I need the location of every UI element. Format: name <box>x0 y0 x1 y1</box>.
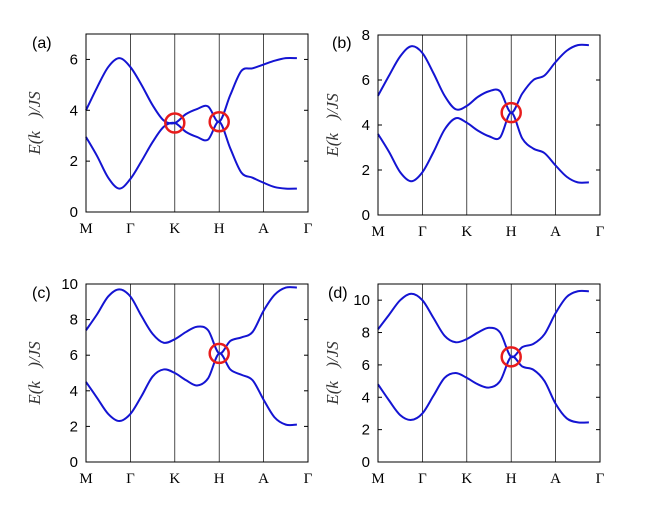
chart-panel-a: 0 2 4 6 M Γ K H A Γ E(k⃗)/JS (a) <box>25 33 313 237</box>
x-tick-label: Γ <box>126 471 135 487</box>
plot-frame <box>85 33 309 213</box>
y-tick-label: 4 <box>70 102 78 119</box>
x-tick-label: K <box>169 471 180 487</box>
y-tick-label: 0 <box>70 204 78 221</box>
y-tick-label: 4 <box>362 117 370 134</box>
x-tick-label: A <box>258 221 269 237</box>
y-axis-label: E(k⃗)/JS <box>323 93 342 158</box>
y-tick-label: 2 <box>362 162 370 179</box>
chart-panel-d: 0 2 4 6 8 10 M Γ K H A Γ E(k⃗)/JS (d) <box>323 283 605 487</box>
y-tick-label: 2 <box>70 418 78 435</box>
x-tick-label: Γ <box>596 224 605 240</box>
band-line-1 <box>85 56 297 125</box>
y-tick-label: 8 <box>362 27 370 44</box>
y-tick-label: 6 <box>70 347 78 364</box>
x-tick-label: A <box>550 224 561 240</box>
band-line-1 <box>85 286 297 355</box>
chart-panel-c: 0 2 4 6 8 10 M Γ K H A Γ E(k⃗)/JS (c) <box>25 276 313 487</box>
y-tick-label: 6 <box>362 72 370 89</box>
x-tick-label: H <box>214 471 225 487</box>
band-line-1 <box>377 43 589 114</box>
x-tick-label: Γ <box>304 221 313 237</box>
x-tick-label: K <box>461 224 472 240</box>
y-tick-label: 10 <box>61 276 78 293</box>
x-tick-label: H <box>506 471 517 487</box>
x-tick-label: H <box>214 221 225 237</box>
band-line-2 <box>85 352 297 427</box>
x-tick-label: Γ <box>126 221 135 237</box>
x-tick-label: M <box>79 471 92 487</box>
x-tick-label: K <box>169 221 180 237</box>
x-tick-label: A <box>258 471 269 487</box>
plot-frame <box>377 34 601 216</box>
y-tick-label: 2 <box>362 422 370 439</box>
band-line-1 <box>377 289 589 359</box>
band-line-2 <box>85 120 297 190</box>
y-tick-label: 2 <box>70 153 78 170</box>
x-tick-label: M <box>371 471 384 487</box>
band-line-2 <box>377 111 589 184</box>
y-tick-label: 8 <box>70 312 78 329</box>
crossing-marker <box>500 346 522 368</box>
y-axis-label: E(k⃗)/JS <box>25 341 44 406</box>
x-tick-label: Γ <box>304 471 313 487</box>
crossing-marker <box>208 110 230 133</box>
y-tick-label: 0 <box>362 454 370 471</box>
y-tick-label: 8 <box>362 325 370 342</box>
panel-label: (d) <box>328 285 348 302</box>
x-tick-label: K <box>461 471 472 487</box>
x-tick-label: Γ <box>418 471 427 487</box>
y-tick-label: 6 <box>362 357 370 374</box>
band-line-2 <box>377 355 589 424</box>
x-tick-label: A <box>550 471 561 487</box>
panel-label: (a) <box>32 35 52 52</box>
x-tick-label: Γ <box>596 471 605 487</box>
x-tick-label: H <box>506 224 517 240</box>
crossing-marker <box>164 112 186 134</box>
x-tick-label: Γ <box>418 224 427 240</box>
y-tick-label: 0 <box>362 207 370 224</box>
y-tick-label: 10 <box>353 292 370 309</box>
chart-panel-b: 0 2 4 6 8 M Γ K H A Γ E(k⃗)/JS (b) <box>323 27 605 240</box>
y-tick-label: 6 <box>70 51 78 68</box>
y-tick-label: 4 <box>362 389 370 406</box>
y-tick-label: 0 <box>70 454 78 471</box>
y-axis-label: E(k⃗)/JS <box>323 341 342 406</box>
y-tick-label: 4 <box>70 383 78 400</box>
y-axis-label: E(k⃗)/JS <box>25 91 44 156</box>
plot-frame <box>85 283 309 463</box>
plot-frame <box>377 283 601 463</box>
crossing-marker <box>208 342 230 365</box>
x-tick-label: M <box>371 224 384 240</box>
crossing-marker <box>500 101 522 124</box>
panel-label: (b) <box>332 35 352 52</box>
x-tick-label: M <box>79 221 92 237</box>
panel-label: (c) <box>32 285 51 302</box>
